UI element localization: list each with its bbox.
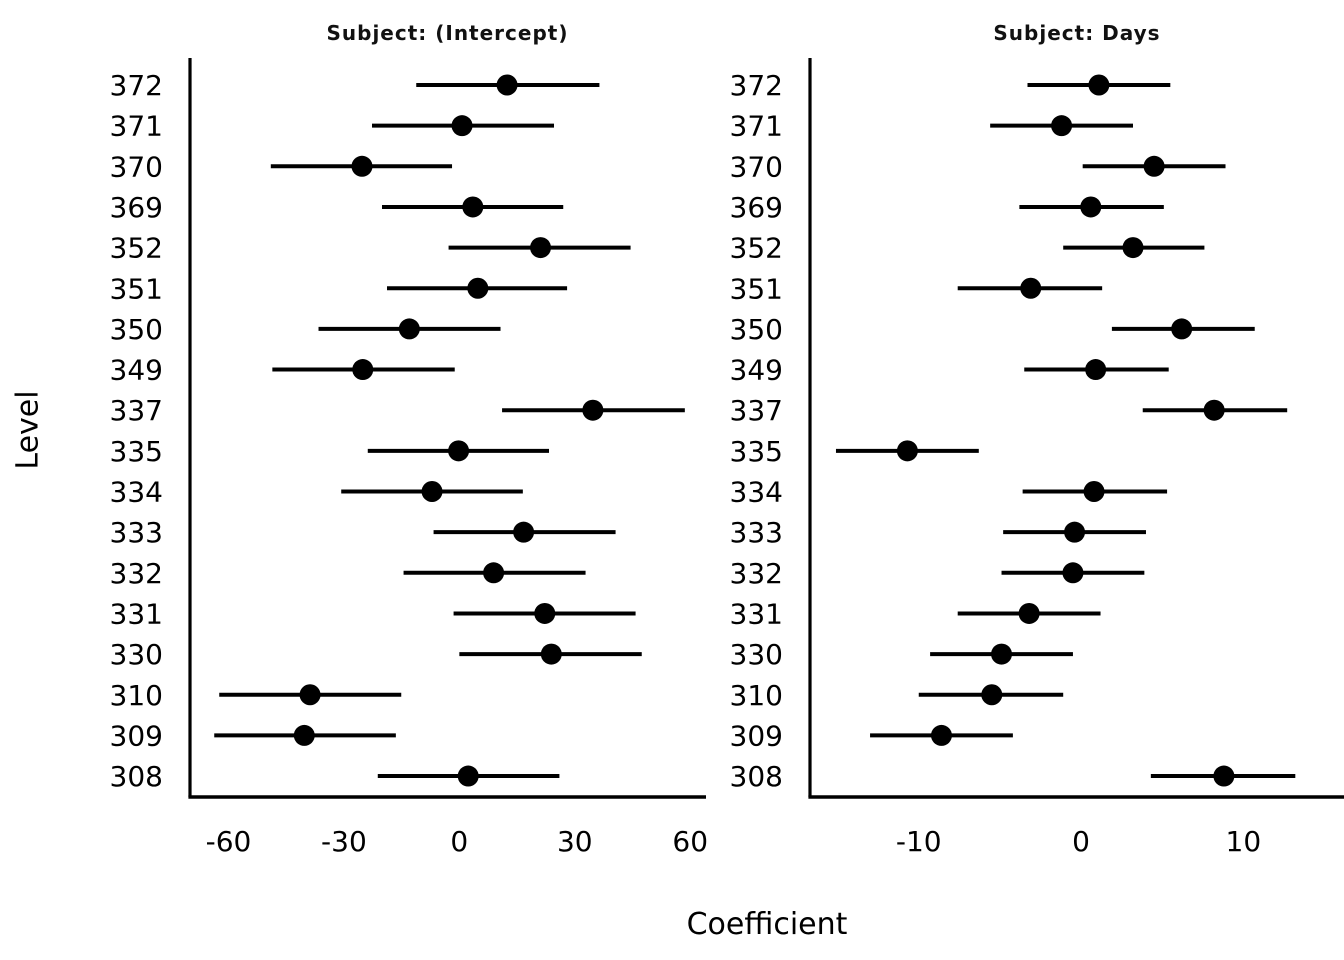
y-tick-label: 332 — [110, 557, 163, 590]
y-tick-label: 330 — [730, 638, 783, 671]
y-tick-label: 333 — [110, 516, 163, 549]
point-estimate — [896, 440, 918, 462]
point-estimate — [351, 155, 373, 177]
point-estimate — [462, 196, 484, 218]
x-tick-label: 60 — [672, 825, 708, 858]
y-tick-label: 369 — [110, 191, 163, 224]
y-tick-label: 351 — [730, 272, 783, 305]
y-tick-label: 333 — [730, 516, 783, 549]
point-estimate — [1088, 74, 1110, 96]
y-tick-label: 310 — [110, 679, 163, 712]
y-tick-label: 335 — [110, 435, 163, 468]
point-estimate — [1051, 115, 1073, 137]
point-estimate — [451, 115, 473, 137]
point-estimate — [1171, 318, 1193, 340]
point-estimate — [513, 521, 535, 543]
y-tick-label: 352 — [110, 232, 163, 265]
x-tick-label: 0 — [1072, 825, 1090, 858]
point-estimate — [991, 643, 1013, 665]
y-tick-label: 334 — [110, 476, 163, 509]
point-estimate — [398, 318, 420, 340]
point-estimate — [299, 684, 321, 706]
panel-title-intercept: Subject: (Intercept) — [326, 21, 569, 45]
point-estimate — [1085, 359, 1107, 381]
point-estimate — [1018, 602, 1040, 624]
y-tick-label: 372 — [730, 69, 783, 102]
x-axis-label: Coefficient — [686, 907, 848, 942]
y-tick-label: 331 — [730, 597, 783, 630]
y-tick-label: 371 — [110, 110, 163, 143]
point-estimate — [467, 277, 489, 299]
y-tick-label: 370 — [110, 150, 163, 183]
y-tick-label: 309 — [730, 719, 783, 752]
y-tick-label: 350 — [730, 313, 783, 346]
y-tick-label: 335 — [730, 435, 783, 468]
point-estimate — [1213, 765, 1235, 787]
y-tick-label: 337 — [110, 394, 163, 427]
point-estimate — [540, 643, 562, 665]
point-estimate — [421, 481, 443, 502]
y-tick-label: 350 — [110, 313, 163, 346]
point-estimate — [1020, 277, 1042, 299]
y-tick-label: 331 — [110, 597, 163, 630]
point-estimate — [293, 724, 315, 746]
point-estimate — [1062, 562, 1084, 584]
y-tick-label: 370 — [730, 150, 783, 183]
y-tick-label: 349 — [730, 354, 783, 387]
point-estimate — [1122, 237, 1144, 259]
panel-title-days: Subject: Days — [993, 21, 1161, 45]
point-estimate — [1064, 521, 1086, 543]
point-estimate — [1080, 196, 1102, 218]
y-tick-label: 308 — [110, 760, 163, 793]
point-estimate — [1143, 155, 1165, 177]
y-tick-label: 337 — [730, 394, 783, 427]
point-estimate — [930, 724, 952, 746]
y-tick-label: 351 — [110, 272, 163, 305]
y-tick-label: 309 — [110, 719, 163, 752]
point-estimate — [448, 440, 470, 462]
point-estimate — [457, 765, 479, 787]
point-estimate — [483, 562, 505, 584]
point-estimate — [530, 237, 552, 259]
x-tick-label: -10 — [896, 825, 942, 858]
y-tick-label: 308 — [730, 760, 783, 793]
y-tick-label: 332 — [730, 557, 783, 590]
point-estimate — [534, 602, 556, 624]
y-tick-label: 371 — [730, 110, 783, 143]
point-estimate — [981, 684, 1003, 706]
x-tick-label: 10 — [1226, 825, 1262, 858]
y-tick-label: 372 — [110, 69, 163, 102]
point-estimate — [1083, 481, 1105, 502]
y-tick-label: 369 — [730, 191, 783, 224]
x-tick-label: 0 — [450, 825, 468, 858]
y-tick-label: 352 — [730, 232, 783, 265]
y-tick-label: 334 — [730, 476, 783, 509]
x-tick-label: -30 — [321, 825, 367, 858]
point-estimate — [496, 74, 518, 96]
y-tick-label: 349 — [110, 354, 163, 387]
point-estimate — [1203, 399, 1225, 421]
x-tick-label: 30 — [557, 825, 593, 858]
y-tick-label: 310 — [730, 679, 783, 712]
x-tick-label: -60 — [206, 825, 252, 858]
y-tick-label: 330 — [110, 638, 163, 671]
point-estimate — [582, 399, 604, 421]
point-estimate — [352, 359, 374, 381]
